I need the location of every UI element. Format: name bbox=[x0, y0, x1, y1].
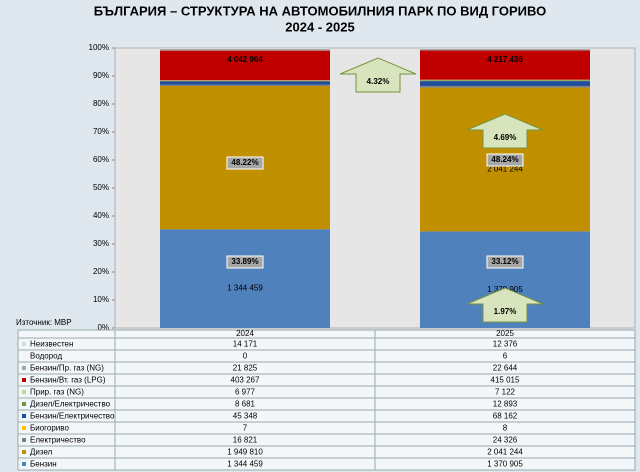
y-tick-label: 80% bbox=[93, 99, 109, 108]
total-label: 4 217 436 bbox=[487, 55, 523, 64]
bar-segment bbox=[160, 80, 330, 82]
table-header: 2025 bbox=[496, 329, 514, 338]
legend-swatch bbox=[22, 402, 26, 406]
legend-label: Неизвестен bbox=[30, 340, 73, 349]
percent-label: 48.22% bbox=[231, 158, 258, 167]
table-cell: 7 122 bbox=[495, 388, 516, 397]
table-cell: 1 370 905 bbox=[487, 460, 523, 469]
legend-label: Бензин/Пр. газ (NG) bbox=[30, 364, 104, 373]
chart-subtitle: 2024 - 2025 bbox=[285, 19, 354, 34]
bar-segment bbox=[420, 48, 590, 51]
table-cell: 68 162 bbox=[493, 412, 518, 421]
percent-label: 4.32% bbox=[367, 77, 390, 86]
y-tick-label: 40% bbox=[93, 211, 109, 220]
bar-value-label: 2 041 244 bbox=[487, 165, 523, 174]
bar-segment bbox=[160, 84, 330, 86]
legend-label: Бензин/Вт. газ (LPG) bbox=[30, 376, 106, 385]
table-cell: 1 344 459 bbox=[227, 460, 263, 469]
arrow bbox=[466, 287, 544, 323]
legend-label: Дизел/Електричество bbox=[30, 400, 111, 409]
table-cell: 24 326 bbox=[493, 436, 518, 445]
bar-segment bbox=[420, 80, 590, 82]
bar-segment bbox=[160, 80, 330, 81]
percent-box bbox=[486, 153, 524, 167]
table-cell: 2 041 244 bbox=[487, 448, 523, 457]
bar-segment bbox=[420, 48, 590, 49]
legend-label: Дизел bbox=[30, 448, 53, 457]
legend-label: Електричество bbox=[30, 436, 86, 445]
table-cell: 16 821 bbox=[233, 436, 258, 445]
table-cell: 1 949 810 bbox=[227, 448, 263, 457]
total-label: 4 042 964 bbox=[227, 55, 263, 64]
bar-segment bbox=[160, 49, 330, 51]
table-bg bbox=[17, 329, 636, 471]
y-tick-label: 30% bbox=[93, 239, 109, 248]
legend-label: Водород bbox=[30, 352, 62, 361]
legend-swatch bbox=[22, 426, 26, 430]
y-tick-label: 20% bbox=[93, 267, 109, 276]
legend-label: Бензин bbox=[30, 460, 57, 469]
legend-swatch bbox=[22, 390, 26, 394]
table-cell: 22 644 bbox=[493, 364, 518, 373]
table-cell: 6 977 bbox=[235, 388, 256, 397]
percent-label: 1.97% bbox=[494, 307, 517, 316]
legend-label: Бензин/Електричество bbox=[30, 412, 115, 421]
y-tick-label: 60% bbox=[93, 155, 109, 164]
legend-swatch bbox=[22, 414, 26, 418]
bar-value-label: 1 344 459 bbox=[227, 284, 263, 293]
table-cell: 14 171 bbox=[233, 340, 258, 349]
percent-box bbox=[226, 156, 264, 170]
bar-segment bbox=[160, 81, 330, 85]
table-cell: 7 bbox=[243, 424, 248, 433]
bar-segment bbox=[420, 50, 590, 80]
percent-label: 33.89% bbox=[231, 257, 258, 266]
table-header: 2024 bbox=[236, 329, 254, 338]
y-tick-label: 0% bbox=[97, 323, 109, 332]
bar-segment bbox=[160, 50, 330, 81]
table-cell: 12 376 bbox=[493, 340, 518, 349]
source: Източник: МВР bbox=[16, 318, 72, 327]
bar-segment bbox=[420, 79, 590, 81]
y-tick-label: 90% bbox=[93, 71, 109, 80]
arrow bbox=[466, 113, 544, 149]
bar-segment bbox=[420, 81, 590, 86]
percent-label: 33.12% bbox=[491, 257, 518, 266]
table-cell: 403 267 bbox=[231, 376, 260, 385]
y-tick-label: 50% bbox=[93, 183, 109, 192]
percent-label: 4.69% bbox=[494, 133, 517, 142]
table-cell: 415 015 bbox=[491, 376, 520, 385]
legend-swatch bbox=[22, 450, 26, 454]
legend-swatch bbox=[22, 354, 26, 358]
legend-swatch bbox=[22, 378, 26, 382]
bar-segment bbox=[420, 85, 590, 88]
bar-segment bbox=[160, 48, 330, 50]
legend-label: Прир. газ (NG) bbox=[30, 388, 84, 397]
table-cell: 45 348 bbox=[233, 412, 258, 421]
y-tick-label: 70% bbox=[93, 127, 109, 136]
y-tick-label: 10% bbox=[93, 295, 109, 304]
legend-swatch bbox=[22, 342, 26, 346]
percent-box bbox=[226, 255, 264, 269]
table-cell: 8 681 bbox=[235, 400, 256, 409]
percent-label: 48.24% bbox=[491, 155, 518, 164]
y-tick-label: 100% bbox=[89, 43, 109, 52]
chart-title: БЪЛГАРИЯ – СТРУКТУРА НА АВТОМОБИЛНИЯ ПАР… bbox=[94, 3, 546, 18]
legend-swatch bbox=[22, 438, 26, 442]
legend-swatch bbox=[22, 462, 26, 466]
table-cell: 8 bbox=[503, 424, 508, 433]
bar-segment bbox=[160, 229, 330, 328]
percent-box bbox=[486, 255, 524, 269]
table-cell: 12 893 bbox=[493, 400, 518, 409]
legend-swatch bbox=[22, 366, 26, 370]
table-cell: 21 825 bbox=[233, 364, 258, 373]
table-cell: 0 bbox=[243, 352, 248, 361]
table-cell: 6 bbox=[503, 352, 508, 361]
legend-label: Биогориво bbox=[30, 424, 69, 433]
arrow bbox=[339, 57, 417, 93]
